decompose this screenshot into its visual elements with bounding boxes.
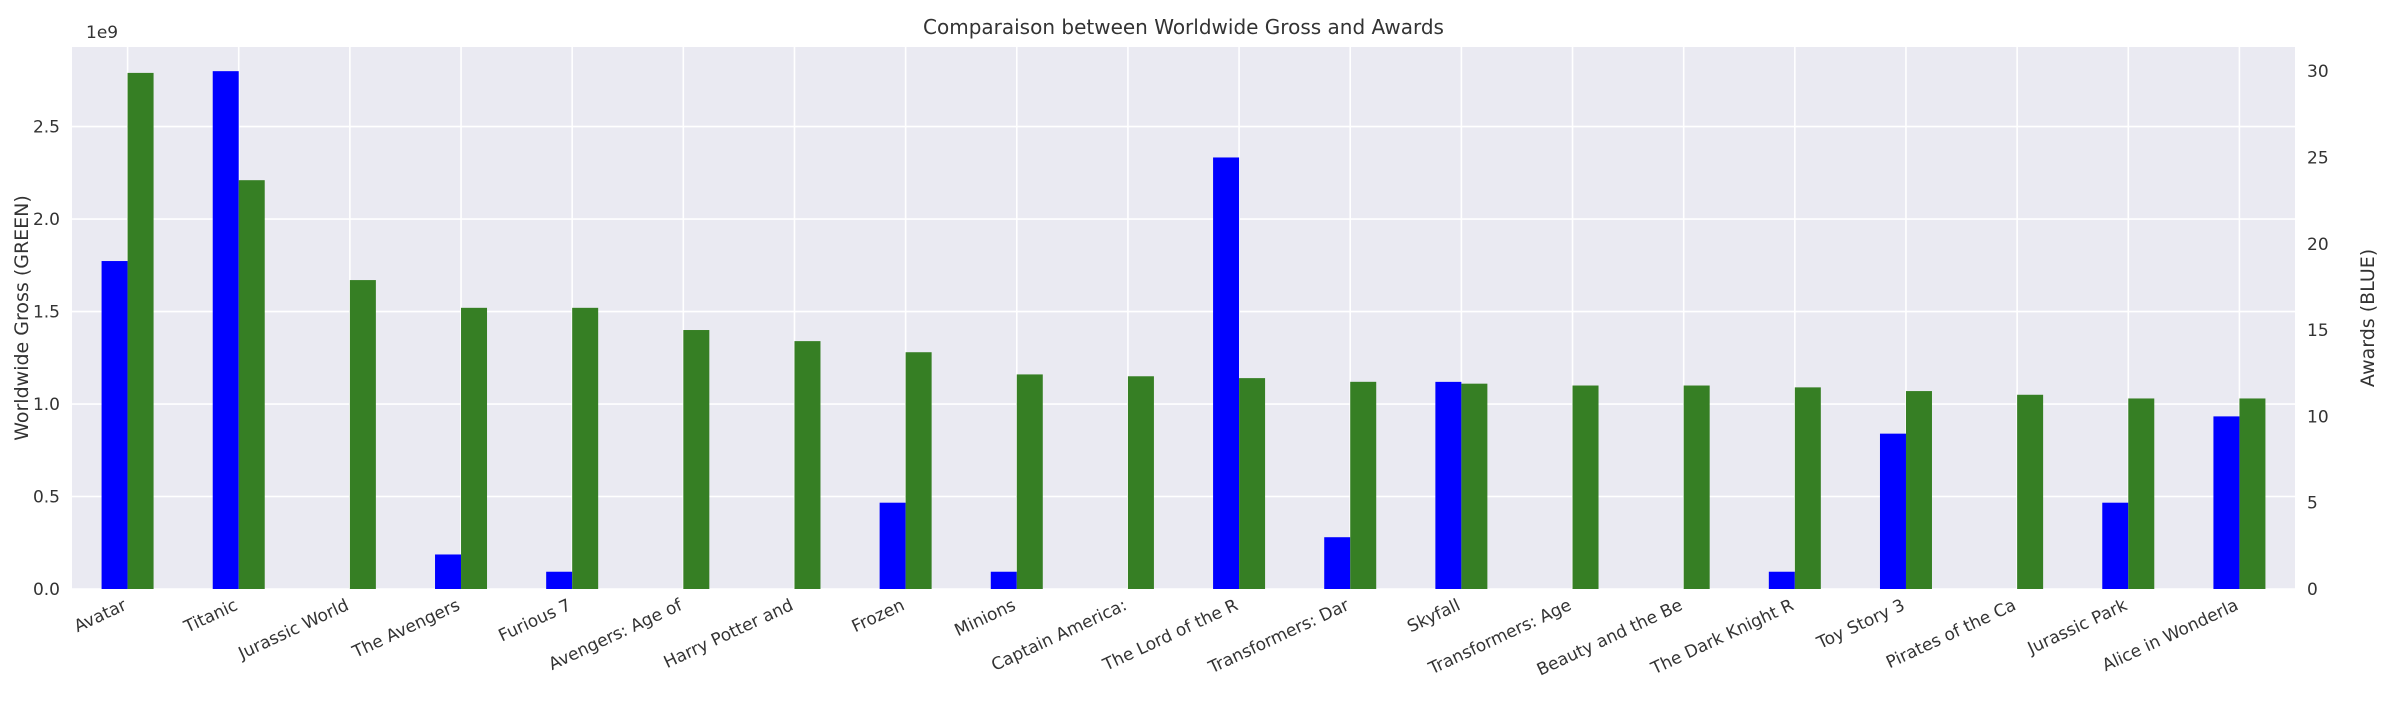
awards-bar (1213, 157, 1240, 589)
awards-bar (2102, 502, 2129, 589)
gross-bar (349, 280, 376, 589)
right-y-tick-label: 0 (2307, 580, 2318, 600)
left-y-tick-label: 0.0 (33, 580, 60, 600)
left-y-tick-label: 1.0 (33, 395, 60, 415)
left-y-axis-label: Worldwide Gross (GREEN) (11, 195, 33, 441)
x-tick-label: Minions (952, 595, 1019, 641)
x-tick-label: Jurassic World (235, 595, 352, 664)
gross-bar (1127, 376, 1154, 589)
awards-bar (212, 71, 239, 590)
left-y-tick-label: 2.0 (33, 210, 60, 230)
right-y-tick-label: 20 (2307, 235, 2329, 255)
gross-bar (572, 307, 599, 589)
x-tick-label: Titanic (180, 595, 241, 637)
gross-bar (1794, 387, 1821, 589)
right-y-tick-label: 25 (2307, 148, 2329, 168)
gross-bar (238, 180, 265, 589)
awards-bar (1435, 381, 1462, 589)
right-y-tick-label: 5 (2307, 494, 2318, 514)
left-y-tick-label: 1.5 (33, 303, 60, 323)
gross-bar (905, 352, 932, 589)
awards-bar (879, 502, 906, 589)
gross-bar (1683, 385, 1710, 589)
right-y-tick-label: 15 (2307, 321, 2329, 341)
right-y-tick-labels: 0 5 10 15 20 25 30 (2307, 62, 2329, 600)
chart-title: Comparaison between Worldwide Gross and … (923, 15, 1444, 39)
x-tick-label: Skyfall (1404, 595, 1463, 637)
plot-area (72, 47, 2295, 589)
gross-bar (1461, 383, 1488, 589)
awards-bar (1768, 571, 1795, 589)
left-y-tick-labels: 0.0 0.5 1.0 1.5 2.0 2.5 (33, 118, 60, 600)
awards-bar (990, 571, 1017, 589)
x-tick-label: Toy Story 3 (1813, 595, 1908, 653)
gross-bar (1016, 374, 1043, 589)
y-exponent-label: 1e9 (86, 23, 118, 43)
x-tick-label: Frozen (849, 595, 908, 637)
left-y-tick-label: 2.5 (33, 118, 60, 138)
gross-bar (127, 72, 154, 590)
gross-bar (2128, 398, 2155, 589)
awards-bar (1324, 537, 1351, 589)
awards-bar (546, 571, 573, 589)
right-y-tick-label: 10 (2307, 407, 2329, 427)
awards-bar (1879, 433, 1906, 589)
left-y-tick-label: 0.5 (33, 488, 60, 508)
gross-bar (2017, 394, 2044, 589)
gross-bar (1572, 385, 1599, 589)
gross-bar (1905, 391, 1932, 589)
gross-bar (1350, 381, 1377, 589)
x-tick-label: Avatar (71, 595, 129, 636)
bars (101, 71, 2266, 590)
gross-bar (683, 330, 710, 589)
awards-bar (2213, 416, 2240, 589)
gross-bar (794, 341, 821, 589)
x-tick-label: The Avengers (349, 595, 464, 663)
gross-bar (1239, 378, 1266, 589)
gross-bar (461, 307, 488, 589)
right-y-tick-label: 30 (2307, 62, 2329, 82)
right-y-axis-label: Awards (BLUE) (2357, 249, 2379, 387)
x-tick-label: Furious 7 (496, 595, 575, 646)
awards-bar (435, 554, 462, 589)
gross-bar (2239, 398, 2266, 589)
awards-bar (101, 261, 128, 589)
